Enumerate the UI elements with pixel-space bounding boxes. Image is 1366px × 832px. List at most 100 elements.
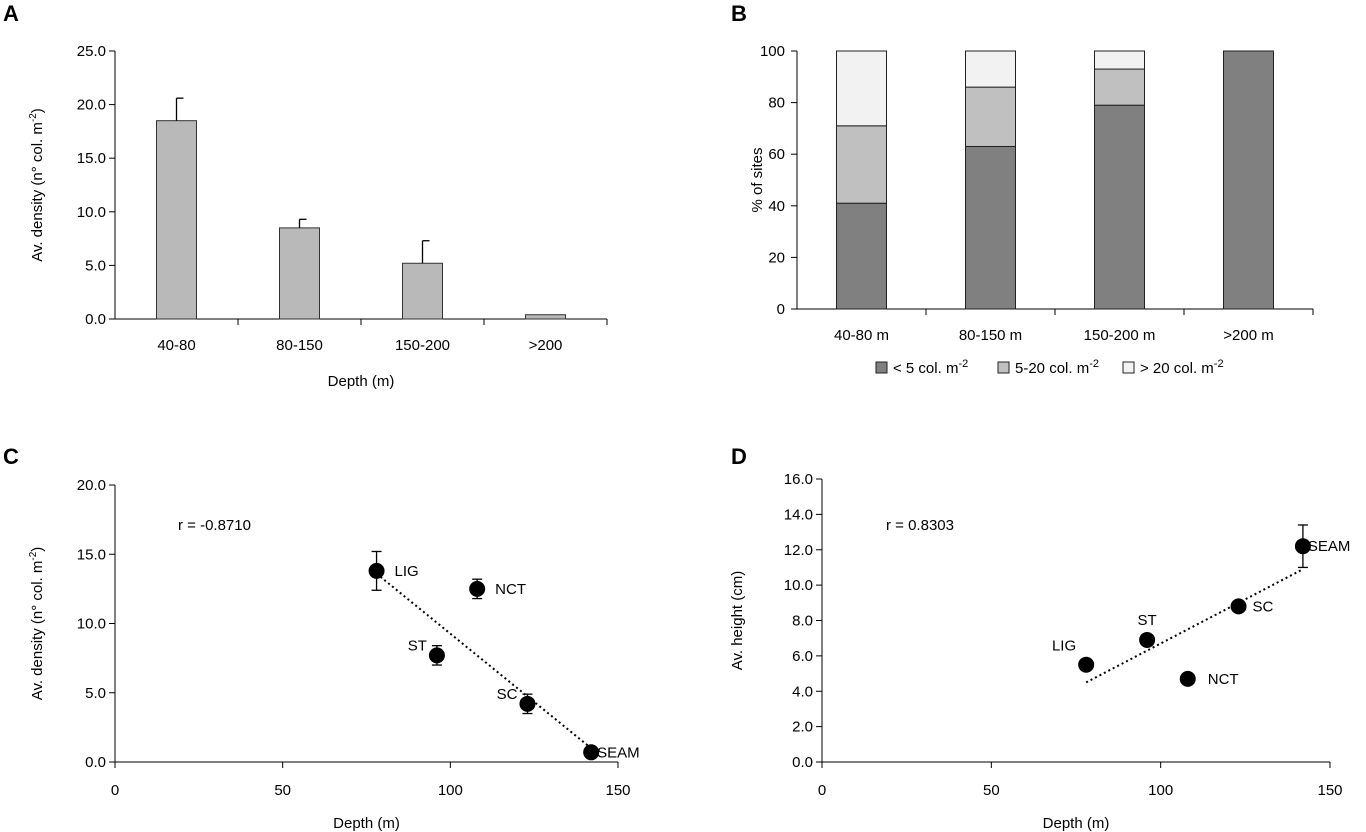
- data-point: [583, 744, 600, 761]
- y-tick-label: 100: [760, 43, 785, 60]
- point-label: NCT: [1208, 671, 1239, 688]
- legend-swatch: [1122, 361, 1135, 374]
- legend-swatch: [875, 361, 888, 374]
- data-point: [1078, 656, 1095, 673]
- x-tick-label: 50: [274, 782, 291, 799]
- point-label: SEAM: [1308, 538, 1351, 555]
- point-label: SEAM: [597, 744, 640, 761]
- y-tick-label: 15.0: [77, 546, 106, 563]
- x-tick-label: >200 m: [1223, 327, 1273, 344]
- x-tick-label: 80-150 m: [959, 327, 1022, 344]
- x-axis-title: Depth (m): [328, 373, 395, 390]
- x-tick-label: 150: [1317, 782, 1342, 799]
- y-tick-label: 14.0: [784, 506, 813, 523]
- bar: [525, 314, 566, 320]
- data-point: [1294, 538, 1311, 555]
- panel-letter-b: B: [731, 1, 747, 26]
- point-label: ST: [408, 637, 427, 654]
- y-tick-label: 10.0: [77, 204, 106, 221]
- stacked-bar-segment: [965, 50, 1016, 88]
- legend-label: > 20 col. m-2: [1140, 358, 1224, 377]
- y-tick-label: 6.0: [792, 648, 813, 665]
- point-label: LIG: [1052, 638, 1076, 655]
- y-tick-label: 2.0: [792, 719, 813, 736]
- x-tick-label: 0: [818, 782, 826, 799]
- x-tick-label: 50: [983, 782, 1000, 799]
- bar: [279, 227, 320, 320]
- correlation-annotation: r = -0.8710: [178, 517, 251, 534]
- y-tick-label: 40: [768, 198, 785, 215]
- stacked-bar-segment: [836, 202, 887, 310]
- correlation-annotation: r = 0.8303: [886, 517, 954, 534]
- legend-swatch: [997, 361, 1010, 374]
- stacked-bar-segment: [1094, 104, 1145, 310]
- x-tick-label: >200: [529, 337, 563, 354]
- x-tick-label: 80-150: [276, 337, 323, 354]
- point-label: SC: [497, 686, 518, 703]
- chart-c: 0.0 5.0 10.0 15.0 20.0 0 50 100 150 LIG NCT ST SC SEA…: [28, 477, 640, 832]
- y-tick-label: 20: [768, 249, 785, 266]
- x-tick-label: 40-80 m: [834, 327, 889, 344]
- stacked-bar-segment: [836, 125, 887, 204]
- point-label: SC: [1253, 598, 1274, 615]
- y-tick-label: 8.0: [792, 613, 813, 630]
- point-label: ST: [1138, 612, 1157, 629]
- y-tick-label: 10.0: [77, 616, 106, 633]
- chart-a: 0.0 5.0 10.0 15.0 20.0 25.0 40-80 80-150 150-200…: [28, 43, 608, 390]
- point-label: NCT: [495, 581, 526, 598]
- y-tick-label: 10.0: [784, 577, 813, 594]
- x-tick-label: 100: [1148, 782, 1173, 799]
- y-axis-title: Av. density (n° col. m-2): [28, 547, 46, 701]
- data-point: [519, 695, 536, 712]
- y-tick-label: 20.0: [77, 477, 106, 494]
- x-tick-label: 150-200 m: [1084, 327, 1156, 344]
- data-point: [428, 647, 445, 664]
- y-axis-title: Av. density (n° col. m-2): [28, 108, 46, 262]
- legend-label: < 5 col. m-2: [893, 358, 968, 377]
- panel-letter-a: A: [3, 1, 19, 26]
- x-tick-label: 0: [111, 782, 119, 799]
- stacked-bar-segment: [1094, 68, 1145, 106]
- trendline: [1085, 568, 1304, 684]
- data-point: [469, 580, 486, 597]
- stacked-bar-segment: [965, 86, 1016, 147]
- y-tick-label: 5.0: [85, 257, 106, 274]
- chart-d: 0.0 2.0 4.0 6.0 8.0 10.0 12.0 14.0 16.0 0 50 100 150…: [729, 471, 1350, 832]
- x-axis-title: Depth (m): [1043, 815, 1110, 832]
- data-point: [1139, 631, 1156, 648]
- y-tick-label: 20.0: [77, 97, 106, 114]
- y-tick-label: 12.0: [784, 542, 813, 559]
- data-point: [368, 562, 385, 579]
- x-tick-label: 100: [438, 782, 463, 799]
- bar: [156, 120, 197, 320]
- trendline: [375, 572, 599, 755]
- y-tick-label: 0.0: [85, 311, 106, 328]
- y-tick-label: 25.0: [77, 43, 106, 60]
- stacked-bar-segment: [1223, 50, 1274, 310]
- data-point: [1230, 598, 1247, 615]
- data-point: [1179, 670, 1196, 687]
- y-tick-label: 0.0: [85, 754, 106, 771]
- y-tick-label: 80: [768, 95, 785, 112]
- x-axis-title: Depth (m): [333, 815, 400, 832]
- legend-label: 5-20 col. m-2: [1015, 358, 1099, 377]
- stacked-bar-segment: [1094, 50, 1145, 70]
- y-tick-label: 60: [768, 146, 785, 163]
- y-axis-title: Av. height (cm): [729, 571, 746, 670]
- y-tick-label: 16.0: [784, 471, 813, 488]
- y-tick-label: 4.0: [792, 683, 813, 700]
- chart-b: 0 20 40 60 80 100 40-80 m 80-150 m 150-200 m >200…: [749, 43, 1314, 377]
- point-label: LIG: [395, 563, 419, 580]
- y-tick-label: 0: [777, 301, 785, 318]
- panel-letter-d: D: [731, 444, 747, 469]
- stacked-bar-segment: [965, 145, 1016, 310]
- x-tick-label: 150-200: [395, 337, 450, 354]
- y-tick-label: 0.0: [792, 754, 813, 771]
- y-tick-label: 15.0: [77, 150, 106, 167]
- x-tick-label: 150: [605, 782, 630, 799]
- panel-letter-c: C: [3, 444, 19, 469]
- x-tick-label: 40-80: [157, 337, 195, 354]
- y-tick-label: 5.0: [85, 685, 106, 702]
- bar: [402, 262, 443, 320]
